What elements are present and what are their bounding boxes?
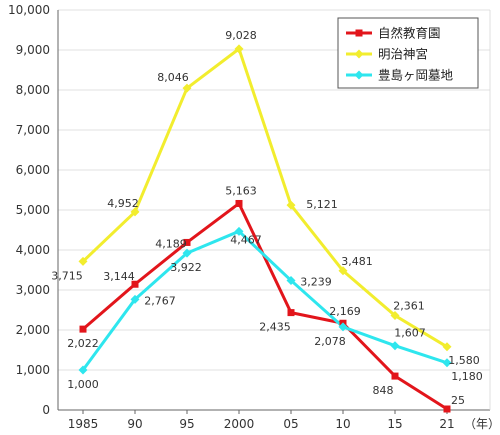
legend-marker: [354, 49, 364, 59]
series-lines: [81, 47, 449, 411]
data-label: 2,022: [67, 337, 99, 350]
data-point: [287, 309, 295, 317]
data-labels: 2,022 3,144 4,189 5,163 2,435 2,169 848 25 3,715…: [51, 29, 483, 407]
legend-label: 明治神宮: [378, 47, 428, 62]
data-point: [131, 280, 139, 288]
data-label: 848: [373, 384, 394, 397]
x-tick-label: 95: [179, 417, 194, 431]
legend-label: 豊島ヶ岡墓地: [378, 68, 454, 83]
data-label: 9,028: [225, 29, 257, 42]
data-point: [443, 405, 451, 413]
data-label: 3,481: [341, 255, 373, 268]
data-label: 3,715: [51, 269, 83, 282]
legend-marker: [354, 70, 364, 80]
data-point: [79, 325, 87, 333]
data-label: 3,922: [170, 261, 202, 274]
x-tick-label: 2000: [224, 417, 255, 431]
data-point: [130, 207, 140, 217]
data-point: [234, 44, 244, 54]
data-label: 1,000: [67, 378, 99, 391]
data-point: [286, 200, 296, 210]
data-label: 2,435: [259, 321, 291, 334]
data-label: 2,169: [329, 305, 361, 318]
x-tick-label: 05: [283, 417, 298, 431]
x-axis-tick-labels: 1985 90 95 2000 05 10 15 21: [68, 417, 455, 431]
data-point: [182, 248, 192, 258]
data-label: 2,361: [393, 300, 425, 313]
y-tick-label: 7,000: [16, 123, 50, 137]
y-tick-label: 4,000: [16, 243, 50, 257]
y-tick-label: 0: [42, 403, 50, 417]
data-label: 1,607: [394, 327, 426, 340]
data-label: 2,078: [314, 335, 346, 348]
x-axis-unit-label: （年）: [464, 417, 500, 431]
data-label: 3,144: [103, 270, 135, 283]
data-point: [234, 226, 244, 236]
data-point: [390, 311, 400, 321]
y-tick-label: 8,000: [16, 83, 50, 97]
series-markers: [78, 44, 452, 413]
data-label: 25: [451, 394, 465, 407]
x-tick-label: 1985: [68, 417, 99, 431]
data-point: [130, 294, 140, 304]
data-label: 5,121: [306, 198, 338, 211]
series-line: [81, 201, 449, 411]
data-label: 1,580: [448, 354, 480, 367]
data-point: [390, 341, 400, 351]
y-tick-label: 3,000: [16, 283, 50, 297]
data-label: 3,239: [300, 275, 332, 288]
y-tick-label: 1,000: [16, 363, 50, 377]
data-point: [442, 358, 452, 368]
y-tick-label: 5,000: [16, 203, 50, 217]
y-tick-label: 10,000: [8, 3, 50, 17]
x-tick-label: 10: [335, 417, 350, 431]
legend-marker: [355, 29, 363, 37]
series-line: [81, 47, 449, 349]
data-label: 4,952: [107, 197, 139, 210]
x-tick-label: 21: [439, 417, 454, 431]
data-point: [338, 322, 348, 332]
data-label: 1,180: [451, 370, 483, 383]
data-point: [338, 266, 348, 276]
y-tick-label: 2,000: [16, 323, 50, 337]
data-label: 8,046: [157, 71, 189, 84]
legend-label: 自然教育園: [378, 26, 441, 41]
data-label: 4,467: [230, 233, 262, 246]
y-axis-tick-labels: 0 1,000 2,000 3,000 4,000 5,000 6,000 7,000 8,00…: [8, 3, 50, 417]
data-point: [442, 342, 452, 352]
data-point: [183, 238, 191, 246]
x-tick-label: 15: [387, 417, 402, 431]
x-tick-label: 90: [127, 417, 142, 431]
data-label: 5,163: [225, 184, 257, 197]
data-point: [235, 199, 243, 207]
data-point: [78, 256, 88, 266]
data-label: 4,189: [155, 237, 187, 250]
data-point: [286, 275, 296, 285]
y-tick-label: 9,000: [16, 43, 50, 57]
data-label: 2,767: [144, 294, 176, 307]
series-line: [81, 229, 449, 372]
data-point: [78, 365, 88, 375]
data-point: [391, 372, 399, 380]
data-point: [182, 83, 192, 93]
axes: [57, 10, 491, 414]
y-tick-label: 6,000: [16, 163, 50, 177]
